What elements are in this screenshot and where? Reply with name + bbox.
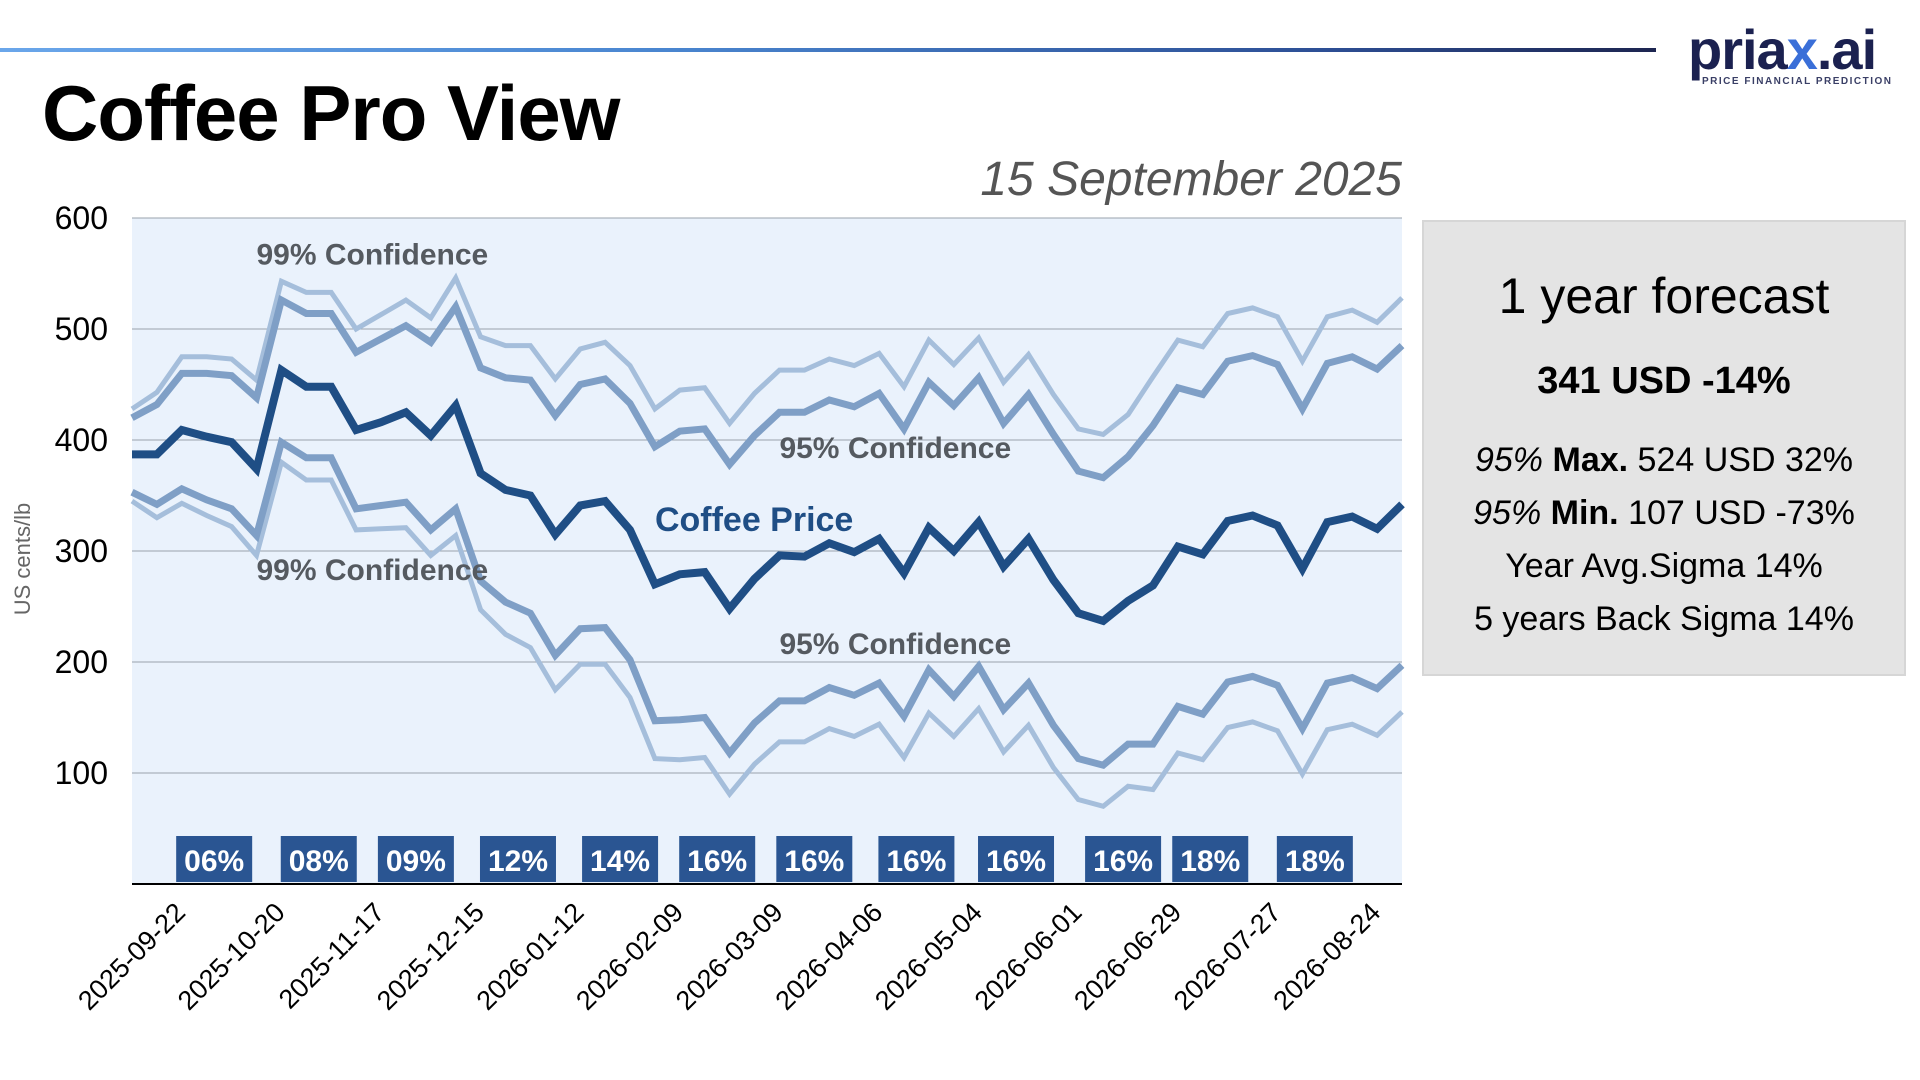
coffee-price-chart: 100 200 300 400 500 600 US cents/lb 99% Confi…: [10, 200, 1405, 1016]
sigma-badge: 08%: [280, 836, 357, 882]
y-tick-label: 100: [55, 755, 108, 791]
sigma-badge-box: [679, 836, 756, 882]
y-axis-label: US cents/lb: [10, 503, 35, 616]
sigma-badge-box: [978, 836, 1055, 882]
sigma-badge-box: [280, 836, 357, 882]
sigma-badge-label: 16%: [1093, 845, 1153, 878]
annotation-label: 99% Confidence: [257, 554, 489, 587]
sigma-badge: 16%: [978, 836, 1055, 882]
sigma-badge-label: 18%: [1285, 845, 1345, 878]
y-tick-label: 500: [55, 311, 108, 347]
annotation-label: 95% Confidence: [779, 432, 1011, 465]
sigma-badge-box: [1172, 836, 1249, 882]
x-tick-label: 2026-06-29: [1068, 897, 1187, 1016]
sigma-badge-label: 08%: [289, 845, 349, 878]
forecast-min-value: 107 USD -73%: [1628, 494, 1855, 532]
sigma-badges: 06% 08% 09% 12% 14% 16% 16% 16% 16% 16% 18% 18%: [176, 836, 1353, 882]
header-divider-line: [0, 48, 1656, 52]
sigma-badge: 16%: [1085, 836, 1162, 882]
logo-wordmark-x: x: [1786, 18, 1818, 81]
forecast-year-avg-sigma: Year Avg.Sigma 14%: [1505, 547, 1823, 585]
page-title: Coffee Pro View: [42, 69, 620, 157]
logo-wordmark-prefix: pria: [1688, 18, 1788, 81]
sigma-badge: 14%: [582, 836, 659, 882]
sigma-badge-box: [878, 836, 955, 882]
logo-wordmark-suffix: .ai: [1816, 18, 1877, 81]
x-tick-label: 2026-06-01: [969, 897, 1088, 1016]
99-confidence-lower-line: [130, 458, 1404, 810]
y-tick-label: 600: [55, 200, 108, 236]
forecast-panel: 1 year forecast 341 USD -14% 95% Max. 52…: [1422, 220, 1906, 676]
x-tick-label: 2025-12-15: [371, 897, 490, 1016]
sigma-badge-label: 06%: [184, 845, 244, 878]
forecast-max-label: Max.: [1552, 441, 1629, 479]
y-tick-label: 200: [55, 644, 108, 680]
x-tick-label: 2025-09-22: [72, 897, 191, 1016]
x-tick-label: 2026-02-09: [570, 897, 689, 1016]
annotation-label: 99% Confidence: [257, 239, 489, 272]
x-tick-label: 2026-03-09: [670, 897, 789, 1016]
sigma-badge: 16%: [878, 836, 955, 882]
sigma-badge-label: 12%: [488, 845, 548, 878]
95-confidence-lower-line: [130, 436, 1405, 770]
sigma-badge-label: 16%: [886, 845, 946, 878]
x-tick-label: 2026-01-12: [471, 897, 590, 1016]
logo-tagline: PRICE FINANCIAL PREDICTION: [1702, 76, 1893, 87]
sigma-badge: 12%: [479, 836, 556, 882]
sigma-badge-label: 16%: [986, 845, 1046, 878]
forecast-max-prefix: 95%: [1474, 441, 1544, 479]
forecast-min-label: Min.: [1550, 494, 1619, 532]
forecast-max-row: 95% Max. 524 USD 32%: [1424, 434, 1904, 487]
sigma-badge: 18%: [1276, 836, 1353, 882]
logo-wordmark: priax.ai: [1688, 18, 1877, 81]
99-confidence-upper-line: [130, 272, 1404, 438]
x-tick-label: 2026-05-04: [869, 897, 988, 1016]
coffee-price-line: [132, 363, 1405, 626]
x-tick-label: 2026-08-24: [1268, 897, 1387, 1016]
sigma-badge-label: 09%: [386, 845, 446, 878]
forecast-min-row: 95% Min. 107 USD -73%: [1424, 487, 1904, 540]
sigma-badge: 16%: [679, 836, 756, 882]
sigma-badge-label: 16%: [687, 845, 747, 878]
sigma-badge-label: 18%: [1180, 845, 1240, 878]
y-tick-labels: 100 200 300 400 500 600: [55, 200, 108, 791]
forecast-headline: 341 USD -14%: [1537, 360, 1791, 402]
sigma-badge-box: [776, 836, 853, 882]
series-lines: [130, 272, 1405, 810]
sigma-badge: 09%: [377, 836, 454, 882]
x-tick-labels: 2025-09-222025-10-202025-11-172025-12-15…: [72, 897, 1386, 1016]
sigma-badge-box: [582, 836, 659, 882]
sigma-badge-label: 14%: [590, 845, 650, 878]
sigma-badge-label: 16%: [784, 845, 844, 878]
sigma-badge-box: [1276, 836, 1353, 882]
annotation-label: 95% Confidence: [779, 628, 1011, 661]
y-tick-label: 400: [55, 422, 108, 458]
sigma-badge-box: [176, 836, 253, 882]
x-tick-label: 2025-10-20: [172, 897, 291, 1016]
forecast-title: 1 year forecast: [1498, 268, 1830, 324]
x-tick-label: 2026-07-27: [1168, 897, 1287, 1016]
x-tick-label: 2026-04-06: [770, 897, 889, 1016]
forecast-max-value: 524 USD 32%: [1637, 441, 1854, 479]
sigma-badge-box: [479, 836, 556, 882]
sigma-badge: 06%: [176, 836, 253, 882]
sigma-badge: 16%: [776, 836, 853, 882]
priax-logo: priax.ai PRICE FINANCIAL PREDICTION: [1688, 18, 1891, 90]
sigma-badge: 18%: [1172, 836, 1249, 882]
forecast-min-prefix: 95%: [1473, 494, 1542, 532]
annotation-label: Coffee Price: [655, 501, 853, 539]
95-confidence-upper-line: [130, 294, 1405, 482]
sigma-badge-box: [1085, 836, 1162, 882]
sigma-badge-box: [377, 836, 454, 882]
y-tick-label: 300: [55, 533, 108, 569]
annotations: 99% Confidence 99% Confidence 95% Confiden…: [257, 239, 1012, 662]
report-date: 15 September 2025: [980, 153, 1402, 206]
forecast-back-sigma: 5 years Back Sigma 14%: [1474, 600, 1854, 638]
